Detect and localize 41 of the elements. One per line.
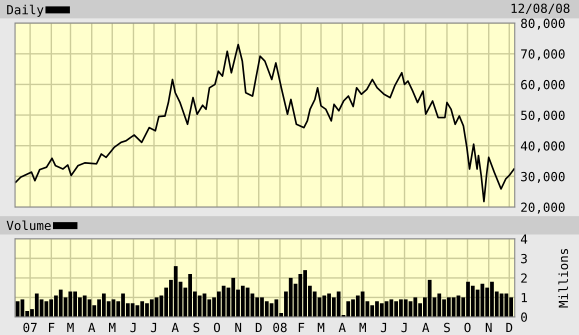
x-tick-label: J: [380, 322, 386, 332]
x-tick-label: M: [318, 322, 324, 332]
x-tick-label: M: [109, 322, 116, 332]
x-tick-label: S: [444, 322, 450, 332]
x-tick-label: F: [298, 322, 304, 332]
x-tick-label: 07: [23, 322, 37, 332]
legend-label: Daily: [7, 4, 44, 17]
x-tick-label: N: [235, 322, 242, 332]
y-tick-label: 1: [522, 293, 527, 302]
x-tick-label: A: [422, 322, 430, 332]
y-tick-label: 30,000: [521, 172, 565, 183]
x-tick-label: J: [130, 322, 136, 332]
y-tick-label: 80,000: [521, 18, 565, 30]
line-series: [15, 44, 515, 202]
x-tick-label: A: [172, 322, 179, 332]
y-tick-label: 4: [520, 234, 528, 244]
x-tick-label: D: [256, 322, 262, 332]
x-tick-label: O: [214, 322, 220, 332]
x-tick-label: D: [506, 322, 512, 332]
legend-label: Volume: [6, 220, 51, 230]
y-tick-label: 20,000: [521, 202, 565, 214]
y-tick-label: 40,000: [520, 141, 565, 152]
x-tick-label: S: [194, 322, 200, 332]
y-tick-label: 2: [521, 273, 527, 283]
x-tick-label: A: [338, 322, 346, 332]
x-tick-label: N: [486, 322, 492, 332]
y-tick-label: 70,000: [521, 49, 565, 60]
y-axis-title: Millions: [558, 249, 568, 308]
x-tick-label: J: [401, 322, 407, 332]
text: 12/08/08: [512, 4, 570, 14]
x-tick-label: M: [360, 322, 366, 332]
x-tick-label: F: [48, 322, 54, 332]
x-tick-label: 08: [273, 322, 287, 332]
x-tick-label: M: [67, 322, 74, 332]
y-tick-label: 60,000: [521, 80, 565, 91]
x-tick-label: O: [464, 322, 471, 332]
y-tick-label: 0: [521, 312, 527, 322]
x-tick-label: A: [88, 322, 96, 332]
y-tick-label: 3: [521, 254, 527, 264]
y-tick-label: 50,000: [521, 110, 565, 122]
x-tick-label: J: [150, 322, 156, 332]
